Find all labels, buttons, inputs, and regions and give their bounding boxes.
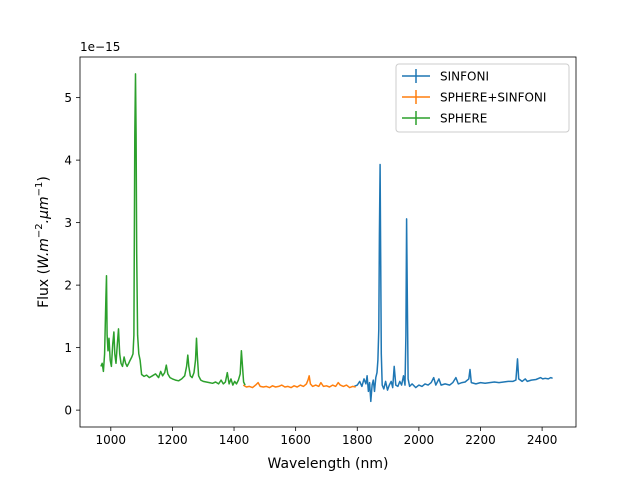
y-tick-label-2: 2 xyxy=(64,279,72,293)
x-tick-label-1200: 1200 xyxy=(157,433,188,447)
y-tick-label-4: 4 xyxy=(64,154,72,168)
x-tick-label-2200: 2200 xyxy=(465,433,496,447)
series-layer xyxy=(100,73,553,403)
y-tick-label-0: 0 xyxy=(64,404,72,418)
y-axis-label: Flux (W.m−2.μm−1) xyxy=(34,176,52,308)
x-tick-label-2000: 2000 xyxy=(404,433,435,447)
plot-frame xyxy=(79,56,577,428)
y-tick-label-3: 3 xyxy=(64,216,72,230)
x-axis: 1000 1200 1400 1600 1800 2000 2200 2400 xyxy=(96,427,558,447)
x-tick-label-1400: 1400 xyxy=(219,433,250,447)
legend-box xyxy=(395,63,570,133)
series-line-sphere xyxy=(100,73,246,386)
x-tick-label-1600: 1600 xyxy=(280,433,311,447)
y-tick-label-1: 1 xyxy=(64,341,72,355)
x-tick-label-1000: 1000 xyxy=(96,433,127,447)
legend-label-sinfoni: SINFONI xyxy=(440,70,489,84)
legend: SINFONI SPHERE+SINFONI SPHERE xyxy=(395,63,570,133)
x-tick-label-2400: 2400 xyxy=(527,433,558,447)
series-line-sphere-sinfoni xyxy=(242,375,356,389)
y-tick-label-5: 5 xyxy=(64,91,72,105)
x-axis-label: Wavelength (nm) xyxy=(268,456,389,472)
legend-label-sphere-sinfoni: SPHERE+SINFONI xyxy=(440,91,546,105)
offset-text: 1e−15 xyxy=(80,40,120,54)
legend-label-sphere: SPHERE xyxy=(440,112,487,126)
y-axis: 0 1 2 3 4 5 xyxy=(64,91,80,418)
series-line-sinfoni xyxy=(353,163,553,403)
x-tick-label-1800: 1800 xyxy=(342,433,373,447)
